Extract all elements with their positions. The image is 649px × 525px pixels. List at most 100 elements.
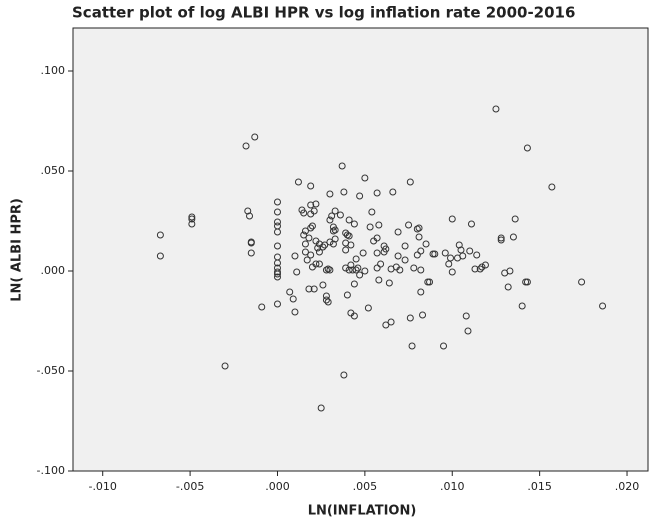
point	[422, 240, 430, 248]
point	[273, 273, 281, 281]
point	[415, 233, 423, 241]
point	[291, 308, 299, 316]
point	[389, 188, 397, 196]
y-tick-label: .100	[41, 64, 66, 77]
point	[492, 105, 500, 113]
point	[548, 183, 556, 191]
point	[359, 249, 367, 257]
point	[410, 264, 418, 272]
point	[321, 241, 329, 249]
point	[246, 212, 254, 220]
point	[293, 268, 301, 276]
point	[350, 220, 358, 228]
point	[382, 321, 390, 329]
point	[340, 188, 348, 196]
point	[326, 238, 334, 246]
point	[377, 260, 385, 268]
point	[417, 247, 425, 255]
point	[312, 260, 320, 268]
point	[352, 266, 360, 274]
point	[331, 235, 339, 243]
point	[156, 231, 164, 239]
point	[342, 264, 350, 272]
point	[314, 244, 322, 252]
point	[307, 201, 315, 209]
point	[462, 312, 470, 320]
x-tick-label: .005	[353, 480, 378, 493]
point	[273, 198, 281, 206]
point	[368, 208, 376, 216]
point	[308, 222, 316, 230]
point	[273, 242, 281, 250]
point	[467, 220, 475, 228]
point	[373, 264, 381, 272]
point	[301, 240, 309, 248]
x-tick-label: .000	[265, 480, 290, 493]
point	[343, 291, 351, 299]
point	[301, 248, 309, 256]
point	[506, 267, 514, 275]
point	[396, 266, 404, 274]
point	[336, 211, 344, 219]
point	[326, 216, 334, 224]
point	[273, 270, 281, 278]
point	[523, 278, 531, 286]
point	[408, 342, 416, 350]
point	[273, 268, 281, 276]
x-tick-label: -.005	[176, 480, 204, 493]
x-tick-label: .010	[440, 480, 465, 493]
point	[361, 174, 369, 182]
y-tick-label: -.050	[37, 364, 65, 377]
point	[251, 133, 259, 141]
x-tick-label: -.010	[88, 480, 116, 493]
point	[345, 232, 353, 240]
point	[417, 288, 425, 296]
point	[394, 252, 402, 260]
x-tick-label: .015	[527, 480, 552, 493]
point	[401, 256, 409, 264]
point	[352, 255, 360, 263]
plot-area	[72, 27, 649, 472]
point	[315, 260, 323, 268]
point	[440, 342, 448, 350]
point	[578, 278, 586, 286]
point	[350, 280, 358, 288]
point	[305, 234, 313, 242]
point	[518, 302, 526, 310]
point	[415, 224, 423, 232]
point	[478, 263, 486, 271]
point	[310, 207, 318, 215]
point	[466, 247, 474, 255]
point	[497, 236, 505, 244]
point	[459, 252, 467, 260]
point	[366, 223, 374, 231]
point	[273, 208, 281, 216]
point	[448, 268, 456, 276]
chart-title: Scatter plot of log ALBI HPR vs log infl…	[72, 4, 575, 22]
point	[289, 295, 297, 303]
point	[317, 404, 325, 412]
point	[448, 215, 456, 223]
point	[258, 303, 266, 311]
point	[356, 192, 364, 200]
point	[301, 227, 309, 235]
point	[273, 218, 281, 226]
point	[375, 221, 383, 229]
point	[340, 371, 348, 379]
point	[509, 233, 517, 241]
point	[473, 251, 481, 259]
point	[307, 251, 315, 259]
y-tick-label: -.100	[37, 464, 65, 477]
point	[221, 362, 229, 370]
point	[345, 216, 353, 224]
point	[419, 311, 427, 319]
point	[188, 213, 196, 221]
point	[464, 327, 472, 335]
point	[328, 212, 336, 220]
point	[326, 190, 334, 198]
point	[247, 249, 255, 257]
point	[387, 318, 395, 326]
y-tick-label: .050	[41, 164, 66, 177]
point	[338, 162, 346, 170]
